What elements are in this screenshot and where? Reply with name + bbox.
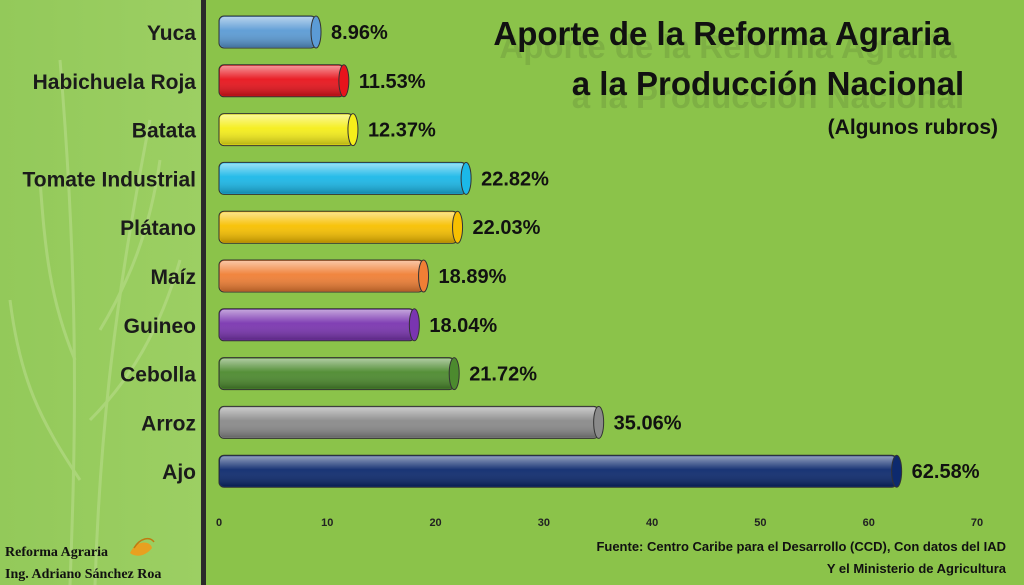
svg-text:a la Producción Nacional: a la Producción Nacional [572,78,964,115]
category-label: Cebolla [120,364,196,387]
source-line2: Y el Ministerio de Agricultura [827,561,1007,576]
x-axis-ticks: 0 10 20 30 40 50 60 70 [216,517,983,529]
bar-end-cap [452,210,464,244]
credit-line2: Ing. Adriano Sánchez Roa [5,567,161,582]
category-label: Guineo [124,315,196,338]
bar-end-cap [460,161,472,195]
chart-title-line1: Aporte de la Reforma Agraria [493,15,951,52]
svg-text:Aporte de la Reforma Agraria: Aporte de la Reforma Agraria [499,28,957,65]
bar-gloss [220,163,466,194]
chart-title-group: Aporte de la Reforma Agraria a la Produc… [493,15,998,139]
chart-title-line2: a la Producción Nacional [572,65,964,102]
category-label: Tomate Industrial [23,168,196,191]
bar-end-cap [891,454,903,488]
x-tick-label: 60 [863,517,875,529]
category-label: Maíz [150,266,196,289]
value-label: 18.04% [429,315,497,337]
bar-gloss [220,17,316,47]
x-tick-label: 50 [754,517,766,529]
value-label: 21.72% [469,364,537,386]
category-label: Batata [132,120,197,143]
bar-end-cap [408,308,420,342]
bars-group: Yuca 8.96% Habichuela Roja 11.53% Batata 12.3… [23,15,980,488]
bar-gloss [220,407,598,438]
x-tick-label: 40 [646,517,658,529]
value-label: 8.96% [331,22,388,44]
category-label: Arroz [141,412,196,435]
bar-gloss [220,65,343,96]
value-label: 62.58% [912,461,980,483]
bar-end-cap [310,15,322,49]
bar-end-cap [338,64,350,98]
category-label: Ajo [162,461,196,484]
panel-divider [201,0,206,585]
bar-end-cap [347,113,359,147]
x-tick-label: 20 [429,517,441,529]
x-tick-label: 10 [321,517,333,529]
category-label: Yuca [147,22,196,45]
x-tick-label: 0 [216,517,222,529]
category-label: Plátano [120,217,196,240]
value-label: 18.89% [439,266,507,288]
bar-gloss [220,212,457,243]
bar-end-cap [448,357,460,391]
bar-gloss [220,261,423,291]
x-tick-label: 70 [971,517,983,529]
value-label: 11.53% [359,71,426,93]
value-label: 12.37% [368,120,436,142]
plant-decoration-icon [8,59,182,585]
leaf-icon [130,537,155,556]
source-line1: Fuente: Centro Caribe para el Desarrollo… [596,539,1006,554]
bar-end-cap [418,259,430,293]
value-label: 22.03% [473,217,541,239]
value-label: 22.82% [481,168,549,190]
bar-gloss [220,358,454,389]
credit-line1: Reforma Agraria [5,545,108,560]
bar-gloss [220,114,352,145]
x-tick-label: 30 [538,517,550,529]
bar-gloss [220,456,896,487]
category-label: Habichuela Roja [33,71,197,94]
value-label: 35.06% [614,412,682,434]
bar-gloss [220,309,414,340]
bar-end-cap [593,405,605,439]
chart-subtitle: (Algunos rubros) [828,116,998,139]
